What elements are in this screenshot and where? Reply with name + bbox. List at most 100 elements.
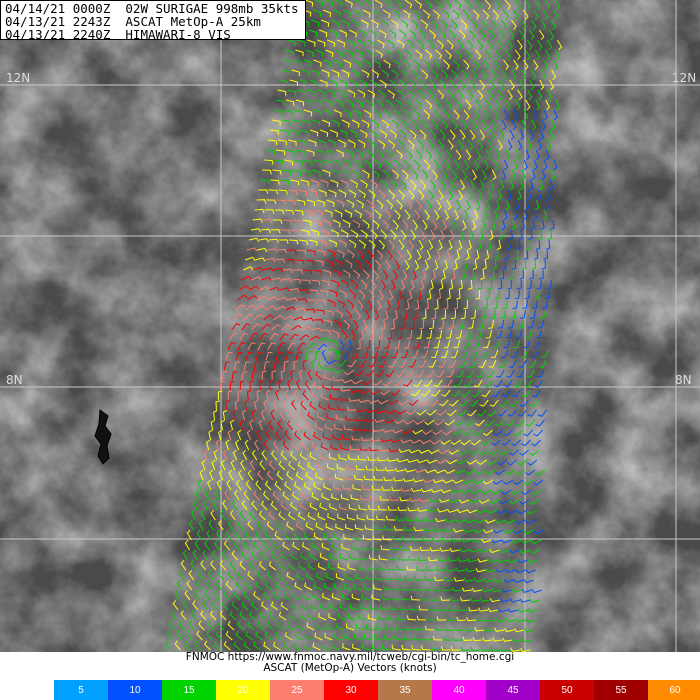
wind-barb (427, 556, 438, 562)
wind-barb (390, 438, 401, 443)
wind-barb (491, 119, 497, 131)
wind-barb (194, 539, 201, 551)
wind-barb (298, 239, 308, 246)
wind-barb (465, 329, 473, 339)
wind-barb (300, 229, 310, 236)
wind-barb (267, 621, 275, 631)
wind-barb (351, 69, 360, 78)
wind-barb (382, 9, 391, 19)
wind-barb (524, 628, 535, 633)
wind-barb (297, 511, 306, 521)
wind-barb (277, 342, 286, 351)
wind-barb (414, 468, 426, 473)
wind-barb (234, 439, 240, 451)
wind-barb (424, 299, 429, 310)
wind-barb (515, 419, 525, 427)
wind-barb (351, 435, 361, 441)
wind-barb (449, 79, 456, 90)
wind-barb (247, 342, 256, 351)
wind-barb (274, 480, 282, 491)
wind-barb (447, 139, 454, 150)
wind-barb (326, 622, 335, 631)
wind-barb (443, 159, 450, 170)
wind-barb (488, 359, 497, 368)
wind-barb (437, 89, 445, 100)
wind-barb (359, 79, 368, 88)
wind-barb (500, 647, 511, 652)
wind-barb (475, 249, 480, 261)
wind-barb (434, 0, 442, 9)
wind-barb (374, 418, 385, 423)
wind-barb (290, 601, 299, 611)
wind-barb (394, 339, 401, 349)
wind-barb (272, 490, 280, 501)
wind-barb (225, 530, 232, 541)
wind-barb (460, 646, 471, 651)
wind-barb (284, 531, 292, 541)
wind-barb (465, 567, 476, 573)
wind-barb (389, 79, 397, 89)
wind-barb (324, 423, 333, 431)
wind-barb (330, 443, 339, 451)
wind-barb (344, 474, 354, 481)
wind-barb (248, 237, 260, 243)
wind-barb (458, 499, 470, 504)
wind-barb (498, 319, 505, 329)
wind-barb (329, 553, 338, 561)
wind-barb (243, 641, 251, 651)
wind-barb (506, 239, 511, 251)
wind-barb (239, 510, 246, 521)
wind-barb (520, 19, 527, 30)
wind-barb (406, 249, 412, 261)
wind-barb (292, 642, 301, 651)
wind-barb (351, 379, 363, 385)
wind-barb (253, 361, 260, 371)
wind-barb (388, 359, 397, 368)
wind-barb (385, 369, 395, 378)
wind-barb (425, 517, 436, 522)
wind-barb (428, 29, 437, 40)
wind-barb (517, 279, 522, 290)
wind-barb (544, 0, 551, 10)
legend-swatch-40: 40 (432, 680, 486, 700)
wind-barb (237, 620, 245, 631)
wind-barb (209, 469, 214, 481)
wind-barb (514, 627, 525, 633)
wind-barb (499, 399, 509, 408)
wind-barb (329, 129, 338, 138)
wind-barb (341, 279, 349, 289)
wind-barb (511, 389, 521, 398)
wind-barb (443, 527, 454, 533)
wind-barb (434, 419, 445, 426)
wind-barb (478, 29, 486, 40)
wind-barb (487, 509, 498, 514)
wind-barb (267, 419, 274, 431)
wind-barb (380, 437, 391, 443)
wind-barb (406, 409, 417, 416)
wind-barb (258, 510, 266, 521)
wind-barb (257, 470, 264, 481)
wind-barb (525, 99, 531, 111)
wind-barb (520, 647, 531, 652)
wind-barb (418, 359, 427, 368)
wind-barb (265, 305, 276, 311)
wind-barb (396, 409, 407, 415)
wind-barb (387, 614, 397, 621)
wind-barb (302, 390, 309, 401)
wind-barb (501, 588, 513, 593)
wind-barb (335, 523, 344, 531)
wind-barb (397, 329, 403, 340)
wind-barb (442, 636, 453, 641)
wind-barb (536, 279, 542, 290)
wind-barb (459, 79, 466, 90)
wind-barb (196, 529, 202, 541)
wind-barb (325, 309, 334, 317)
wind-barb (460, 439, 471, 446)
wind-barb (468, 189, 473, 201)
wind-barb (408, 359, 417, 368)
wind-barb (231, 550, 238, 561)
wind-barb (354, 369, 365, 377)
wind-barb (382, 535, 392, 541)
wind-barb (235, 631, 243, 641)
wind-barb (378, 447, 389, 452)
